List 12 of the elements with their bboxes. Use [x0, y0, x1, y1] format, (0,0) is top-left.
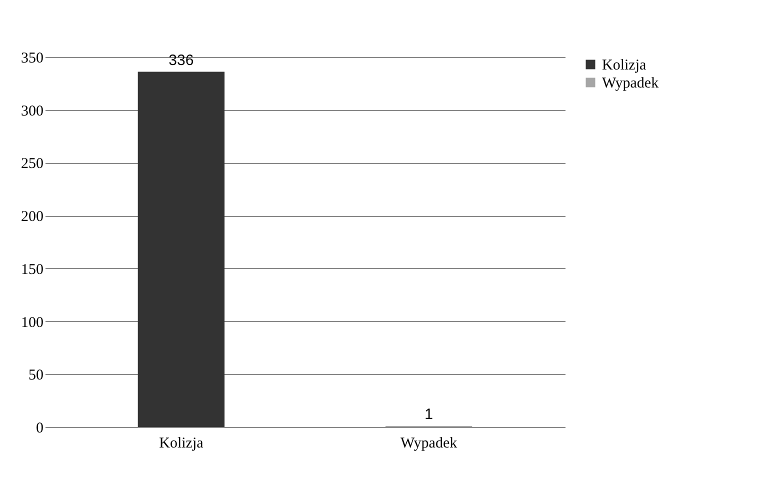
legend-label: Kolizja [602, 58, 646, 74]
y-tick-label: 250 [21, 156, 44, 172]
y-tick-label: 150 [21, 262, 44, 278]
legend-label: Wypadek [602, 76, 660, 92]
data-label: 1 [424, 406, 433, 423]
y-tick-label: 0 [36, 420, 44, 436]
y-tick-label: 100 [21, 314, 44, 331]
y-tick-label: 350 [21, 50, 44, 66]
y-tick-label: 50 [28, 368, 44, 384]
y-tick-label: 200 [21, 209, 44, 226]
y-tick-label: 300 [21, 103, 44, 120]
data-label: 336 [168, 52, 194, 69]
